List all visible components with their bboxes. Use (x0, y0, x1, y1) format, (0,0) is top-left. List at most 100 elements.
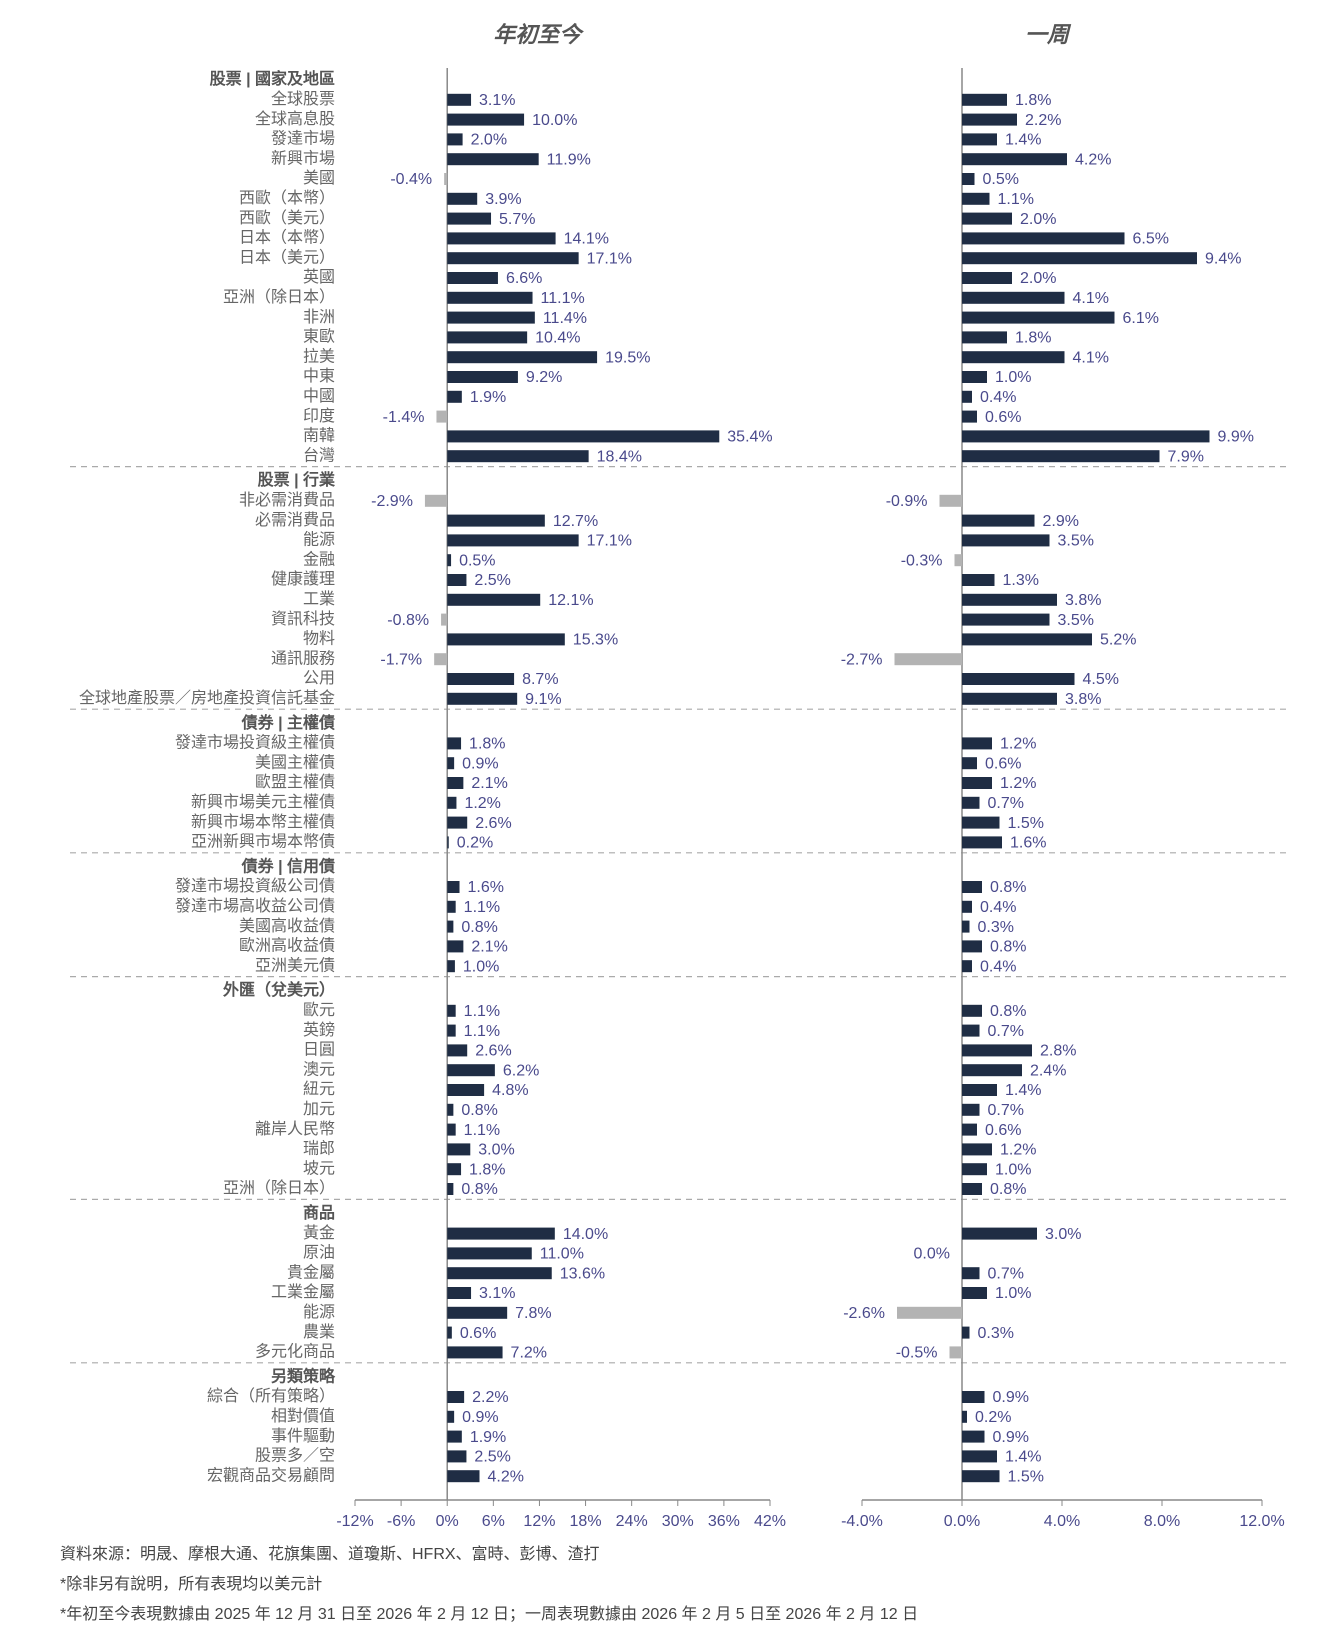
value-label: 0.4% (980, 899, 1016, 916)
bar (447, 113, 525, 126)
value-label: 0.3% (978, 1325, 1014, 1342)
value-label: 13.6% (560, 1265, 605, 1282)
bar (447, 450, 589, 463)
value-label: 1.3% (1003, 572, 1039, 589)
bar (962, 777, 992, 789)
bar (954, 554, 962, 567)
bar (962, 1163, 987, 1176)
category-label: 東歐 (303, 328, 335, 346)
category-label: 能源 (303, 531, 335, 549)
value-label: 2.2% (1025, 112, 1061, 129)
category-label: 離岸人民幣 (255, 1120, 335, 1138)
x-tick-label: 0% (436, 1513, 459, 1530)
value-label: 1.2% (1000, 775, 1036, 792)
bar (962, 1103, 980, 1116)
value-label: 1.0% (463, 958, 499, 975)
category-label: 美國 (303, 169, 335, 187)
category-label: 工業金屬 (271, 1283, 335, 1301)
bar (962, 757, 977, 770)
value-label: 0.9% (993, 1389, 1029, 1406)
value-label: 6.6% (506, 270, 542, 287)
bar (962, 252, 1197, 265)
value-label: 6.2% (503, 1062, 539, 1079)
value-label: 1.1% (464, 1122, 500, 1139)
category-label: 日本（本幣） (239, 229, 335, 247)
bar (447, 673, 515, 685)
bar (949, 1346, 962, 1359)
value-label: 1.8% (1015, 92, 1051, 109)
value-label: 4.2% (1075, 151, 1111, 168)
bar (939, 494, 962, 507)
x-tick-label: 12.0% (1239, 1513, 1284, 1530)
value-label: 1.0% (995, 1161, 1031, 1178)
value-label: 2.0% (1020, 211, 1056, 228)
bar (962, 1430, 985, 1443)
group-header: 債券 | 主權債 (241, 713, 335, 732)
bar (962, 900, 972, 913)
value-label: 3.5% (1058, 612, 1094, 629)
category-label: 非必需消費品 (239, 491, 335, 509)
value-label: 2.9% (1043, 513, 1079, 530)
category-label: 美國主權債 (255, 753, 335, 771)
value-label: 1.0% (995, 1285, 1031, 1302)
bar (962, 371, 987, 383)
category-label: 西歐（美元） (239, 209, 335, 227)
value-label: 0.8% (461, 1102, 497, 1119)
bar (962, 881, 982, 893)
bar (447, 554, 452, 567)
bar (962, 1143, 992, 1156)
value-label: 1.6% (1010, 835, 1046, 852)
value-label: 19.5% (605, 349, 650, 366)
x-tick-label: 18% (570, 1513, 602, 1530)
value-label: 3.9% (485, 191, 521, 208)
bar (447, 777, 464, 789)
category-label: 貴金屬 (287, 1263, 335, 1281)
value-label: 1.1% (464, 899, 500, 916)
bar (447, 757, 455, 770)
value-label: 14.0% (563, 1226, 608, 1243)
x-tick-label: -6% (387, 1513, 415, 1530)
bar (447, 816, 468, 829)
category-label: 亞洲（除日本） (223, 288, 335, 306)
bar (962, 920, 970, 933)
value-label: 2.2% (472, 1389, 508, 1406)
bar (962, 1024, 980, 1037)
value-label: 0.0% (914, 1246, 950, 1263)
category-label: 澳元 (303, 1060, 335, 1078)
bar (962, 173, 975, 185)
bar (447, 1450, 467, 1463)
bar (962, 796, 980, 809)
value-label: 0.7% (988, 795, 1024, 812)
category-label: 新興市場本幣主權債 (191, 813, 335, 831)
value-label: -2.9% (371, 493, 413, 510)
value-label: 3.1% (479, 92, 515, 109)
x-tick-label: 24% (616, 1513, 648, 1530)
x-tick-label: -4.0% (841, 1513, 883, 1530)
bar (447, 252, 579, 265)
value-label: 12.1% (548, 592, 593, 609)
bar (434, 653, 448, 666)
value-label: 7.8% (515, 1305, 551, 1322)
category-label: 南韓 (303, 427, 335, 445)
bar (447, 940, 464, 953)
value-label: 11.0% (540, 1246, 584, 1263)
value-label: 0.6% (985, 1122, 1021, 1139)
value-label: 18.4% (597, 448, 642, 465)
category-label: 相對價值 (271, 1407, 335, 1425)
value-label: 2.5% (474, 572, 510, 589)
bar (436, 410, 448, 423)
bar (894, 653, 962, 666)
value-label: 10.4% (535, 330, 580, 347)
bar (447, 232, 556, 245)
bar (447, 633, 565, 646)
bar (962, 1064, 1022, 1077)
category-label: 歐元 (303, 1001, 335, 1019)
category-label: 物料 (303, 630, 335, 648)
category-label: 亞洲新興市場本幣債 (191, 833, 335, 851)
category-label: 美國高收益債 (239, 917, 335, 935)
bar (962, 1391, 985, 1403)
x-tick-label: 30% (662, 1513, 694, 1530)
bar (447, 1410, 455, 1423)
category-label: 西歐（本幣） (239, 189, 335, 207)
